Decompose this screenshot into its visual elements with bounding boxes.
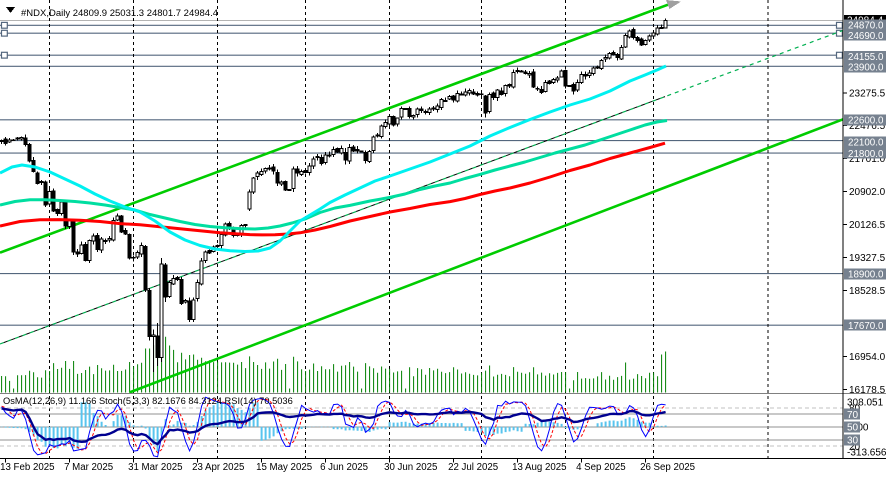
svg-text:22 Jul 2025: 22 Jul 2025 [448, 462, 498, 473]
svg-text:23 Apr 2025: 23 Apr 2025 [192, 462, 244, 473]
svg-text:21701.0: 21701.0 [849, 154, 886, 165]
svg-text:#NDX,Daily 24809.9 25031.3 24: #NDX,Daily 24809.9 25031.3 24801.7 24984… [21, 8, 218, 19]
svg-text:6 Jun 2025: 6 Jun 2025 [320, 462, 368, 473]
svg-text:308.051: 308.051 [847, 398, 884, 409]
svg-text:15 May 2025: 15 May 2025 [256, 462, 312, 473]
svg-text:7 Mar 2025: 7 Mar 2025 [64, 462, 113, 473]
svg-text:20902.0: 20902.0 [849, 187, 886, 198]
svg-text:18528.5: 18528.5 [849, 286, 886, 297]
svg-text:24870.0: 24870.0 [848, 21, 884, 32]
svg-text:22600.0: 22600.0 [848, 115, 884, 126]
svg-text:23900.0: 23900.0 [848, 63, 884, 74]
svg-text:16954.0: 16954.0 [849, 352, 886, 363]
svg-text:4 Sep 2025: 4 Sep 2025 [576, 462, 626, 473]
svg-text:13 Feb 2025: 13 Feb 2025 [0, 462, 54, 473]
svg-text:50: 50 [847, 423, 859, 434]
svg-text:24690.0: 24690.0 [848, 31, 884, 42]
svg-text:OsMA(12,26,9) 11.166 Stoch(5,: OsMA(12,26,9) 11.166 Stoch(5,3,3) 82.167… [3, 396, 293, 406]
svg-text:20: 20 [849, 442, 861, 453]
svg-text:19327.5: 19327.5 [849, 253, 886, 264]
svg-text:13 Aug 2025: 13 Aug 2025 [512, 462, 566, 473]
svg-text:30: 30 [847, 436, 859, 447]
svg-text:-313.656: -313.656 [847, 448, 886, 459]
svg-text:22100.0: 22100.0 [848, 138, 884, 149]
svg-text:17670.0: 17670.0 [848, 321, 884, 332]
svg-text:31 Mar 2025: 31 Mar 2025 [128, 462, 182, 473]
svg-text:18900.0: 18900.0 [848, 270, 884, 281]
svg-text:23275.5: 23275.5 [849, 89, 886, 100]
svg-text:70: 70 [847, 410, 859, 421]
svg-text:26 Sep 2025: 26 Sep 2025 [640, 462, 695, 473]
svg-text:16178.5: 16178.5 [849, 385, 886, 396]
svg-text:21800.0: 21800.0 [848, 149, 884, 160]
svg-text:24155.0: 24155.0 [848, 52, 884, 63]
svg-text:30 Jun 2025: 30 Jun 2025 [384, 462, 437, 473]
svg-text:20126.5: 20126.5 [849, 220, 886, 231]
svg-text:22476.5: 22476.5 [849, 121, 886, 132]
